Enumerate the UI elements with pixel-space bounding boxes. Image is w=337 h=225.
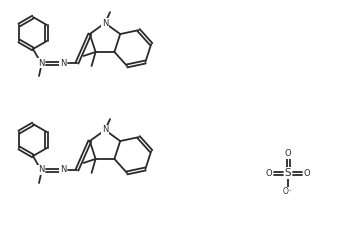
- Text: N: N: [38, 58, 44, 68]
- Text: N: N: [102, 126, 108, 135]
- Text: N: N: [60, 166, 66, 175]
- Text: O: O: [266, 169, 272, 178]
- Text: N: N: [38, 166, 44, 175]
- Text: N: N: [60, 58, 66, 68]
- Text: O: O: [304, 169, 310, 178]
- Text: N: N: [102, 18, 108, 27]
- Text: S: S: [285, 168, 291, 178]
- Text: O⁻: O⁻: [283, 187, 293, 196]
- Text: O: O: [285, 149, 291, 158]
